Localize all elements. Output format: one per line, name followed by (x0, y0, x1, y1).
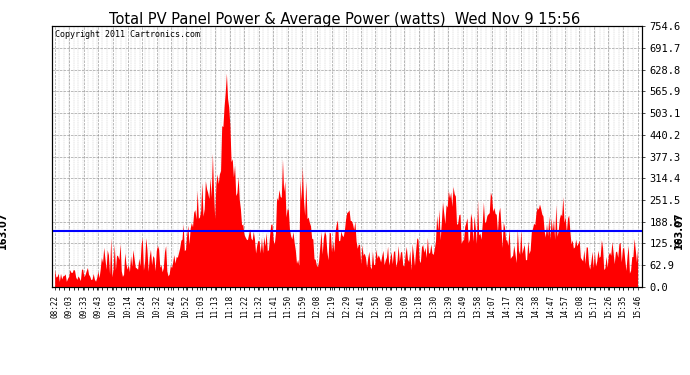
Text: Total PV Panel Power & Average Power (watts)  Wed Nov 9 15:56: Total PV Panel Power & Average Power (wa… (110, 12, 580, 27)
Text: Copyright 2011 Cartronics.com: Copyright 2011 Cartronics.com (55, 30, 199, 39)
Text: 163.07: 163.07 (0, 212, 8, 249)
Text: 163.07: 163.07 (674, 212, 684, 249)
